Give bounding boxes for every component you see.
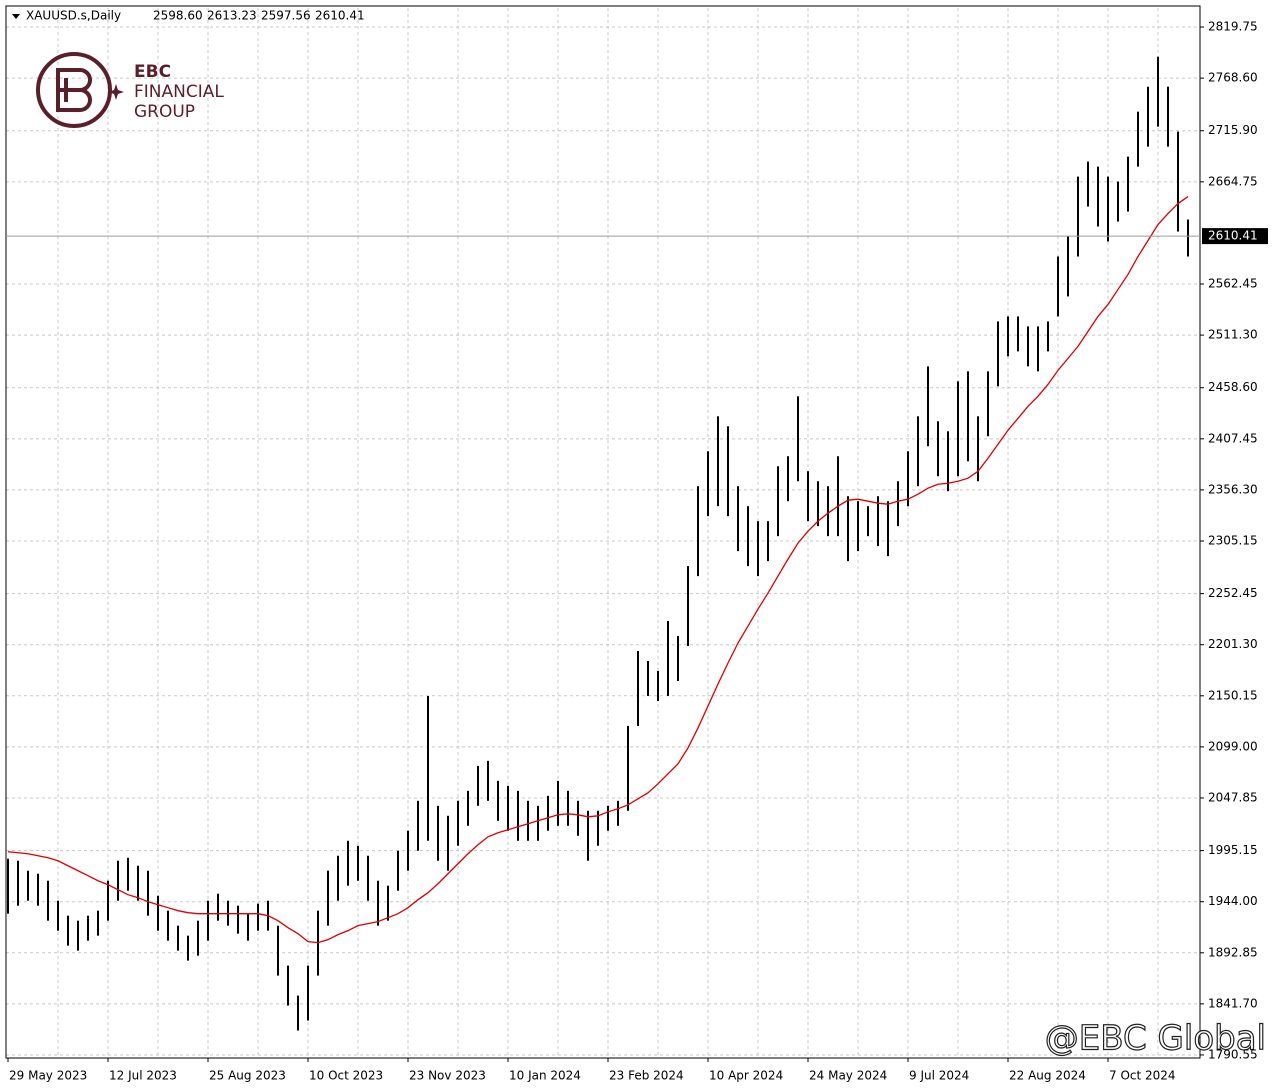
y-tick-label: 2715.90 bbox=[1208, 123, 1258, 137]
y-tick-label: 2201.30 bbox=[1208, 637, 1258, 651]
ohlc-low: 2597.56 bbox=[261, 9, 311, 23]
y-tick-label: 1944.00 bbox=[1208, 894, 1258, 908]
logo: EBC FINANCIAL GROUP bbox=[36, 52, 224, 128]
moving-average bbox=[7, 196, 1189, 944]
y-tick-label: 2356.30 bbox=[1208, 482, 1258, 496]
y-tick-label: 1892.85 bbox=[1208, 945, 1258, 959]
y-tick-label: 2150.15 bbox=[1208, 688, 1258, 702]
y-tick-label: 2768.60 bbox=[1208, 71, 1258, 85]
x-tick-label: 29 May 2023 bbox=[9, 1069, 87, 1083]
logo-text: GROUP bbox=[134, 102, 195, 122]
y-tick-label: 2099.00 bbox=[1208, 739, 1258, 753]
logo-ring bbox=[36, 52, 112, 128]
y-tick-label: 2819.75 bbox=[1208, 20, 1258, 34]
ohlc-open: 2598.60 bbox=[153, 9, 203, 23]
y-tick-label: 2047.85 bbox=[1208, 790, 1258, 804]
marks bbox=[7, 56, 1189, 1031]
grid bbox=[6, 8, 1200, 1058]
watermark: @EBC Global bbox=[1045, 1019, 1266, 1059]
current-price-box bbox=[1202, 228, 1268, 245]
x-tick-label: 10 Oct 2023 bbox=[309, 1069, 383, 1083]
x-tick-label: 23 Feb 2024 bbox=[609, 1069, 684, 1083]
y-tick-label: 2511.30 bbox=[1208, 328, 1258, 342]
y-tick-label: 2664.75 bbox=[1208, 174, 1258, 188]
y-tick-label: 2458.60 bbox=[1208, 380, 1258, 394]
y-tick-label: 1841.70 bbox=[1208, 996, 1258, 1010]
y-tick-label: 2305.15 bbox=[1208, 533, 1258, 547]
ohlc-high: 2613.23 bbox=[207, 9, 257, 23]
logo-text: FINANCIAL bbox=[134, 82, 224, 102]
x-tick-label: 9 Jul 2024 bbox=[909, 1069, 969, 1083]
y-tick-label: 1790.55 bbox=[1208, 1047, 1258, 1061]
y-tick-label: 2562.45 bbox=[1208, 277, 1258, 291]
x-tick-label: 22 Aug 2024 bbox=[1009, 1069, 1086, 1083]
ohlc-close: 2610.41 bbox=[315, 9, 365, 23]
x-tick-label: 10 Apr 2024 bbox=[709, 1069, 783, 1083]
logo-mark bbox=[56, 68, 92, 112]
y-tick-label: 2407.45 bbox=[1208, 431, 1258, 445]
x-tick-label: 12 Jul 2023 bbox=[109, 1069, 177, 1083]
header-arrow bbox=[12, 14, 20, 19]
y-tick-label: 1995.15 bbox=[1208, 843, 1258, 857]
symbol-title: XAUUSD.s,Daily bbox=[26, 9, 121, 23]
y-tick-label: 2252.45 bbox=[1208, 586, 1258, 600]
x-tick-label: 7 Oct 2024 bbox=[1109, 1069, 1176, 1083]
plot-frame bbox=[5, 5, 1201, 1059]
x-tick-label: 25 Aug 2023 bbox=[209, 1069, 286, 1083]
logo-star bbox=[108, 84, 124, 100]
x-tick-label: 24 May 2024 bbox=[809, 1069, 887, 1083]
x-tick-label: 10 Jan 2024 bbox=[509, 1069, 581, 1083]
x-tick-label: 23 Nov 2023 bbox=[409, 1069, 486, 1083]
current-price-label: 2610.41 bbox=[1208, 229, 1258, 243]
logo-text: EBC bbox=[134, 62, 171, 82]
